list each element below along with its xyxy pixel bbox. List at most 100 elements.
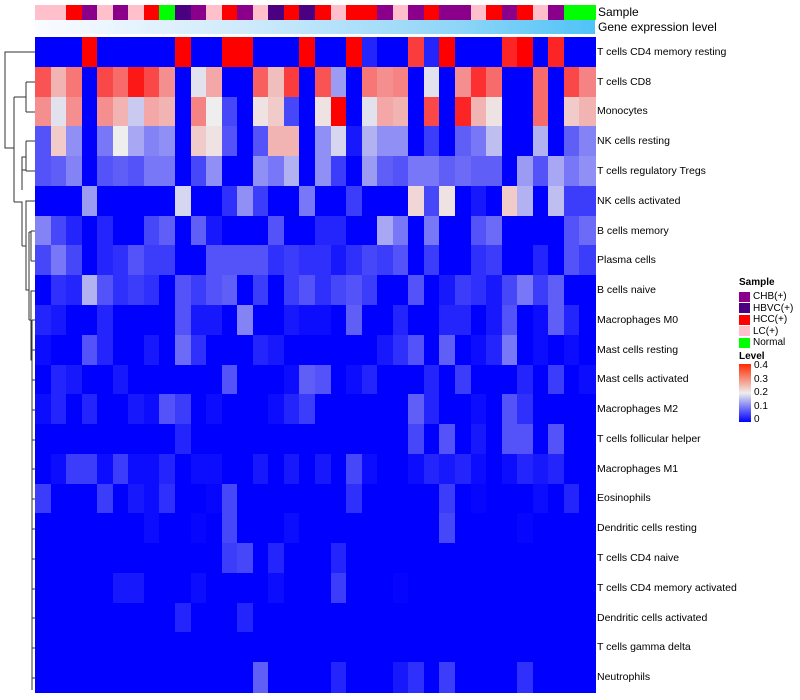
heatmap-cell bbox=[501, 215, 518, 246]
heatmap-cell bbox=[159, 304, 176, 336]
level-colorbar bbox=[739, 364, 751, 422]
heatmap-cell bbox=[563, 334, 581, 366]
heatmap-cell bbox=[501, 156, 518, 187]
heatmap-cell bbox=[439, 156, 456, 187]
heatmap-cell bbox=[346, 215, 363, 246]
sample-annotation-cell bbox=[330, 5, 347, 20]
heatmap-cell bbox=[268, 364, 285, 395]
heatmap-cell bbox=[501, 275, 518, 306]
heatmap-cell bbox=[563, 513, 581, 544]
heatmap-cell bbox=[97, 602, 114, 634]
heatmap-cell bbox=[81, 275, 98, 306]
heatmap-cell bbox=[35, 662, 52, 693]
heatmap-cell bbox=[175, 304, 192, 336]
heatmap-cell bbox=[315, 394, 332, 425]
heatmap-cell bbox=[50, 245, 67, 276]
heatmap-cell bbox=[579, 185, 596, 217]
heatmap-cell bbox=[50, 66, 67, 98]
heatmap-cell bbox=[517, 453, 534, 485]
heatmap-cell bbox=[579, 275, 596, 306]
heatmap-cell bbox=[486, 156, 503, 187]
heatmap-cell bbox=[501, 37, 518, 68]
heatmap-cell bbox=[50, 126, 67, 157]
row-dendrogram bbox=[4, 51, 35, 690]
heatmap-cell bbox=[175, 513, 192, 544]
heatmap-cell bbox=[128, 602, 145, 634]
heatmap-cell bbox=[268, 334, 285, 366]
sample-annotation-cell bbox=[486, 5, 503, 20]
heatmap-cell bbox=[579, 96, 596, 127]
heatmap-cell bbox=[112, 453, 129, 485]
heatmap-cell bbox=[455, 304, 472, 336]
sample-annotation-cell bbox=[563, 5, 581, 20]
heatmap-cell bbox=[268, 126, 285, 157]
heatmap-cell bbox=[112, 126, 129, 157]
heatmap-cell bbox=[423, 632, 441, 663]
heatmap-cell bbox=[206, 37, 223, 68]
heatmap-cell bbox=[548, 96, 565, 127]
heatmap-cell bbox=[330, 424, 347, 455]
heatmap-cell bbox=[486, 245, 503, 276]
heatmap-cell bbox=[268, 394, 285, 425]
heatmap-cell bbox=[517, 96, 534, 127]
heatmap-cell bbox=[237, 334, 254, 366]
heatmap-cell bbox=[579, 572, 596, 604]
heatmap-cell bbox=[159, 275, 176, 306]
heatmap-cell bbox=[190, 334, 207, 366]
heatmap-cell bbox=[392, 245, 409, 276]
heatmap-cell bbox=[81, 185, 98, 217]
heatmap-cell bbox=[97, 334, 114, 366]
heatmap-cell bbox=[66, 96, 83, 127]
heatmap-cell bbox=[330, 453, 347, 485]
heatmap-cell bbox=[35, 275, 52, 306]
heatmap-cell bbox=[455, 394, 472, 425]
heatmap-cell bbox=[190, 66, 207, 98]
heatmap-cell bbox=[501, 364, 518, 395]
heatmap-cell bbox=[315, 453, 332, 485]
heatmap-cell bbox=[470, 37, 487, 68]
heatmap-cell bbox=[563, 185, 581, 217]
sample-annotation-cell bbox=[439, 5, 456, 20]
heatmap-cell bbox=[361, 572, 378, 604]
heatmap-cell bbox=[579, 215, 596, 246]
heatmap-cell bbox=[548, 215, 565, 246]
heatmap-cell bbox=[143, 304, 161, 336]
heatmap-cell bbox=[128, 245, 145, 276]
row-label: Dendritic cells activated bbox=[597, 611, 708, 624]
heatmap-cell bbox=[283, 275, 301, 306]
heatmap-cell bbox=[159, 483, 176, 514]
heatmap-cell bbox=[143, 126, 161, 157]
heatmap-cell bbox=[268, 66, 285, 98]
heatmap-cell bbox=[548, 66, 565, 98]
heatmap-cell bbox=[470, 215, 487, 246]
heatmap-cell bbox=[330, 513, 347, 544]
heatmap-cell bbox=[252, 424, 269, 455]
heatmap-cell bbox=[532, 66, 549, 98]
heatmap-cell bbox=[112, 334, 129, 366]
heatmap-cell bbox=[486, 66, 503, 98]
sample-annotation-cell bbox=[128, 5, 145, 20]
heatmap-cell bbox=[361, 304, 378, 336]
heatmap-cell bbox=[268, 275, 285, 306]
heatmap-cell bbox=[579, 632, 596, 663]
heatmap-cell bbox=[50, 424, 67, 455]
heatmap-cell bbox=[81, 66, 98, 98]
heatmap-cell bbox=[315, 424, 332, 455]
heatmap-cell bbox=[346, 126, 363, 157]
heatmap-cell bbox=[81, 394, 98, 425]
heatmap-cell bbox=[206, 662, 223, 693]
heatmap-cell bbox=[532, 215, 549, 246]
heatmap-cell bbox=[221, 37, 238, 68]
heatmap-cell bbox=[190, 662, 207, 693]
heatmap-cell bbox=[392, 364, 409, 395]
heatmap-cell bbox=[268, 543, 285, 574]
heatmap-cell bbox=[532, 543, 549, 574]
heatmap-cell bbox=[392, 394, 409, 425]
row-label: NK cells resting bbox=[597, 135, 670, 148]
heatmap-cell bbox=[579, 156, 596, 187]
heatmap-cell bbox=[206, 156, 223, 187]
heatmap-cell bbox=[237, 572, 254, 604]
heatmap-cell bbox=[283, 543, 301, 574]
heatmap-cell bbox=[81, 602, 98, 634]
heatmap-cell bbox=[283, 483, 301, 514]
